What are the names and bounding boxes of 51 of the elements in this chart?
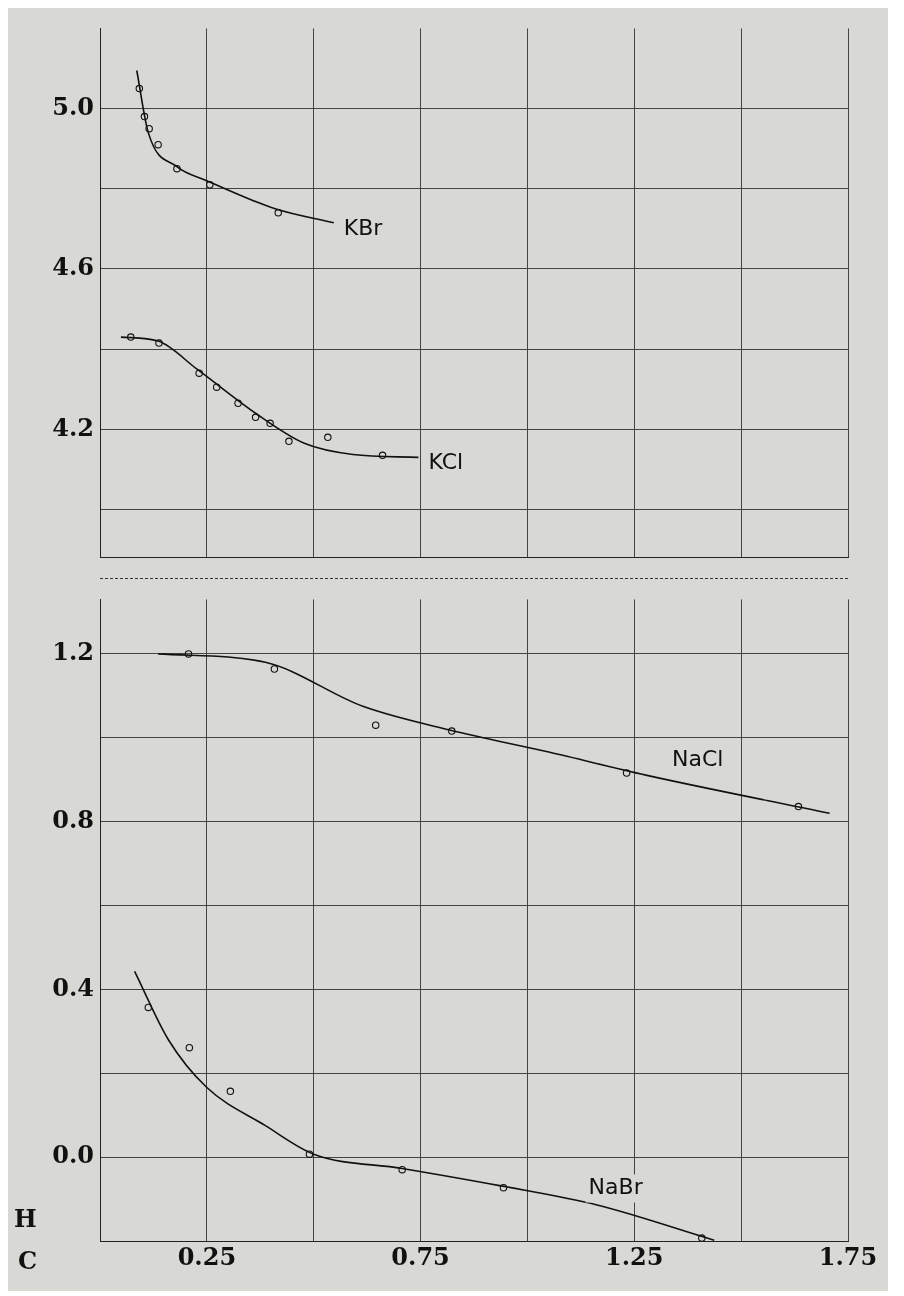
point bbox=[140, 112, 149, 121]
series-label: KBr bbox=[343, 214, 384, 240]
point bbox=[285, 437, 293, 446]
line-series bbox=[120, 336, 420, 459]
y-tick-label: 1.2 bbox=[52, 637, 94, 667]
point bbox=[195, 369, 203, 377]
x-tick-label: 0.25 bbox=[177, 1241, 237, 1271]
point bbox=[499, 1183, 508, 1192]
point bbox=[371, 721, 380, 729]
point bbox=[154, 140, 162, 149]
point bbox=[622, 769, 631, 777]
y-tick-label: 0.8 bbox=[52, 804, 94, 834]
x-tick-label: 1.25 bbox=[605, 1241, 664, 1271]
point bbox=[212, 383, 221, 391]
y-tick-label: 4.2 bbox=[52, 412, 94, 442]
point bbox=[398, 1165, 406, 1174]
point bbox=[274, 209, 282, 217]
y-tick-label: 0.4 bbox=[52, 972, 94, 1002]
point bbox=[206, 181, 214, 189]
point bbox=[155, 339, 163, 347]
line-series bbox=[135, 69, 335, 224]
point bbox=[144, 1003, 153, 1012]
y-axis-title: H bbox=[14, 1204, 37, 1234]
point bbox=[794, 802, 803, 811]
point bbox=[448, 727, 456, 735]
point bbox=[234, 399, 242, 407]
point bbox=[145, 124, 153, 133]
point bbox=[378, 451, 387, 460]
y-tick-label: 5.0 bbox=[52, 91, 94, 121]
point bbox=[324, 433, 332, 442]
x-axis-title: C bbox=[18, 1246, 38, 1276]
point bbox=[127, 333, 135, 341]
point bbox=[184, 650, 193, 658]
y-tick-label: 4.6 bbox=[52, 252, 94, 282]
series-label: NaBr bbox=[588, 1174, 644, 1200]
point bbox=[251, 413, 260, 422]
point bbox=[698, 1234, 706, 1241]
series-label: NaCl bbox=[672, 745, 724, 771]
point bbox=[226, 1087, 235, 1096]
point bbox=[185, 1043, 194, 1052]
x-tick-label: 1.75 bbox=[818, 1241, 878, 1271]
point bbox=[270, 665, 279, 673]
point bbox=[266, 419, 274, 428]
line-series bbox=[133, 970, 716, 1241]
y-tick-label: 0.0 bbox=[52, 1140, 94, 1170]
series-label: KCl bbox=[428, 449, 464, 475]
point bbox=[305, 1150, 314, 1158]
point bbox=[135, 84, 144, 93]
point bbox=[173, 164, 181, 173]
line-series bbox=[157, 653, 831, 815]
x-tick-label: 0.75 bbox=[391, 1241, 450, 1271]
